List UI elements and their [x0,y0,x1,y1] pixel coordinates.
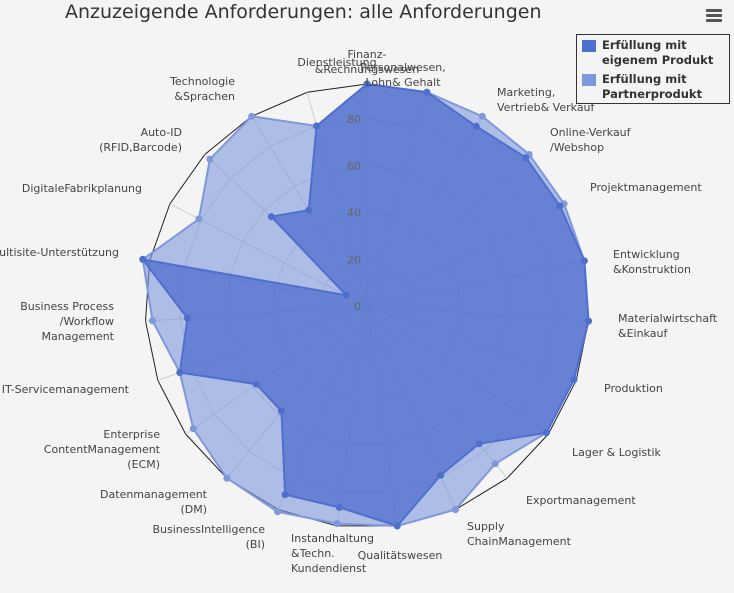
data-point-series2 [149,317,157,325]
category-label: Qualitätswesen [358,549,443,562]
data-point-series1 [556,202,564,210]
chart-title: Anzuzeigende Anforderungen: alle Anforde… [65,1,542,23]
tick-label: 80 [347,113,361,126]
legend-swatch-series1 [582,40,596,52]
series-area-1 [140,82,590,528]
data-point-series2 [451,506,459,514]
category-label: Entwicklung &Konstruktion [613,248,691,276]
legend: Erfüllung mit eigenem Produkt Erfüllung … [576,34,730,104]
category-label: Instandhaltung &Techn. Kundendienst [291,532,374,575]
category-label: IT-Servicemanagement [2,383,130,396]
category-label: Supply ChainManagement [467,520,572,548]
data-point-series2 [333,520,341,528]
data-point-series1 [313,122,321,130]
category-label: Lager & Logistik [572,446,662,459]
data-point-series2 [248,112,256,120]
category-label: Materialwirtschaft &Einkauf [618,312,718,340]
category-label: Finanz-&Rechnungswesen [315,48,419,76]
data-point-series1 [584,317,592,325]
data-point-series1 [472,122,480,130]
category-label: Datenmanagement (DM) [100,488,208,516]
data-point-series1 [281,491,289,499]
data-point-series1 [176,369,184,377]
category-label: Marketing, Vertrieb& Verkauf [497,86,596,114]
category-label: Multisite-Unterstützung [0,246,119,259]
data-point-series1 [139,255,147,263]
data-point-series1 [437,471,445,479]
data-point-series2 [195,215,203,223]
data-point-series1 [542,429,550,437]
data-point-series1 [305,206,313,214]
legend-label-series2: Erfüllung mit Partnerprodukt [602,72,703,101]
data-point-series2 [491,460,499,468]
tick-label: 60 [347,160,361,173]
category-label: Auto-ID (RFID,Barcode) [99,126,182,154]
data-point-series1 [570,376,578,384]
data-point-series1 [277,407,285,415]
data-point-series2 [274,508,282,516]
data-point-series1 [252,380,260,388]
legend-label-series1: Erfüllung mit eigenem Produkt [602,38,714,67]
legend-swatch-series2 [582,74,596,86]
category-label: Technologie &Sprachen [169,75,235,103]
data-point-series2 [223,474,231,482]
data-point-series1 [580,257,588,265]
hamburger-menu-icon[interactable] [700,4,728,28]
category-label: Personalwesen, Lohn& Gehalt [360,61,446,89]
data-point-series1 [267,213,275,221]
category-label: DigitaleFabrikplanung [22,182,142,195]
data-point-series1 [342,291,350,299]
tick-label: 0 [354,300,361,313]
data-point-series1 [423,88,431,96]
category-label: Business Process/Workflow Management [20,300,114,343]
data-point-series1 [393,522,401,530]
data-point-series1 [363,80,371,88]
category-label: Online-Verkauf/Webshop [550,126,632,154]
category-label: Projektmanagement [590,181,702,194]
data-point-series1 [335,503,343,511]
data-point-series1 [475,440,483,448]
data-point-series2 [189,425,197,433]
category-label: Produktion [604,382,663,395]
category-label: BusinessIntelligence (BI) [152,523,265,551]
data-point-series1 [183,314,191,322]
tick-label: 40 [347,207,361,220]
data-point-series2 [206,155,214,163]
tick-label: 20 [347,253,361,266]
category-label: Exportmanagement [526,494,636,507]
category-label: Dienstleistung [297,56,376,69]
data-point-series1 [522,154,530,162]
data-point-series2 [478,112,486,120]
category-label: Enterprise ContentManagement (ECM) [44,428,161,471]
